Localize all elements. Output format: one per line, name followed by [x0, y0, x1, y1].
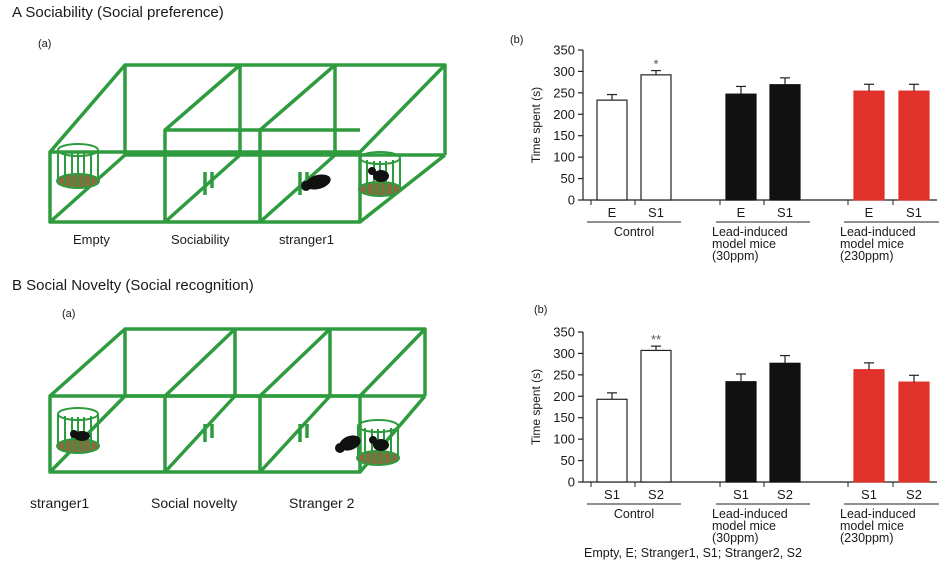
stranger2-cup-icon: [356, 419, 400, 466]
significance-marker: **: [651, 332, 661, 347]
bar: [640, 349, 672, 483]
bar-category-label: S2: [906, 487, 922, 502]
bar-category-label: E: [608, 205, 617, 220]
y-tick-label: 200: [553, 107, 575, 122]
bar-category-label: S1: [861, 487, 877, 502]
y-tick-label: 200: [553, 389, 575, 404]
abbreviation-footnote: Empty, E; Stranger1, S1; Stranger2, S2: [584, 546, 802, 560]
bar-category-label: S2: [777, 487, 793, 502]
y-tick-label: 350: [553, 43, 575, 58]
bar-category-label: S1: [648, 205, 664, 220]
y-tick-label: 50: [561, 171, 575, 186]
panel-a-chart-label: (b): [510, 34, 524, 46]
y-tick-label: 300: [553, 346, 575, 361]
y-axis-label: Time spent (s): [529, 87, 543, 163]
bar: [853, 90, 885, 201]
group-label: (30ppm): [712, 531, 759, 545]
group-label: (30ppm): [712, 249, 759, 263]
bar-category-label: S1: [777, 205, 793, 220]
bar: [898, 90, 930, 201]
y-tick-label: 250: [553, 85, 575, 100]
bar: [640, 74, 672, 201]
y-tick-label: 300: [553, 64, 575, 79]
bar-category-label: S1: [906, 205, 922, 220]
bar: [853, 369, 885, 483]
group-label: model mice: [712, 519, 776, 533]
group-label: model mice: [840, 519, 904, 533]
chamber-label-empty: Empty: [73, 232, 110, 247]
chamber-label-sociability: Sociability: [171, 232, 230, 247]
group-label: model mice: [712, 237, 776, 251]
panel-a-diagram-label: (a): [38, 38, 52, 50]
bar-category-label: S1: [604, 487, 620, 502]
chamber-label-social-novelty: Social novelty: [151, 495, 238, 511]
bar-category-label: S2: [648, 487, 664, 502]
y-tick-label: 100: [553, 432, 575, 447]
panel-a-cage-diagram: [48, 63, 447, 224]
significance-marker: *: [653, 57, 658, 72]
y-tick-label: 150: [553, 410, 575, 425]
bar: [898, 381, 930, 483]
y-tick-label: 0: [568, 193, 575, 208]
y-axis-label: Time spent (s): [529, 369, 543, 445]
mouse-icon: [335, 435, 361, 453]
y-tick-label: 250: [553, 367, 575, 382]
bar: [725, 381, 757, 483]
panel-a-title: A Sociability (Social preference): [12, 4, 224, 21]
panel-b-chart-label: (b): [534, 304, 548, 316]
caged-mouse-icon: [369, 436, 389, 451]
chamber-label-stranger2: Stranger 2: [289, 495, 355, 511]
group-label: Lead-induced: [840, 225, 916, 239]
bar-category-label: E: [737, 205, 746, 220]
group-label: Control: [614, 507, 654, 521]
y-tick-label: 100: [553, 150, 575, 165]
bar: [769, 362, 801, 483]
group-label: Lead-induced: [840, 507, 916, 521]
bar: [725, 93, 757, 201]
panel-b-cage-diagram: [48, 327, 427, 474]
group-label: Lead-induced: [712, 507, 788, 521]
bar: [596, 398, 628, 483]
y-tick-label: 150: [553, 128, 575, 143]
group-label: (230ppm): [840, 531, 894, 545]
group-label: Control: [614, 225, 654, 239]
mouse-icon: [301, 174, 331, 191]
empty-cup-icon: [56, 143, 100, 189]
panel-b-diagram-label: (a): [62, 308, 76, 320]
stranger-cup-icon: [358, 151, 402, 197]
bar-category-label: E: [865, 205, 874, 220]
y-tick-label: 50: [561, 453, 575, 468]
caged-mouse-icon: [70, 430, 90, 441]
group-label: (230ppm): [840, 249, 894, 263]
y-tick-label: 0: [568, 475, 575, 490]
group-label: Lead-induced: [712, 225, 788, 239]
y-tick-label: 350: [553, 325, 575, 340]
caged-mouse-icon: [368, 167, 389, 182]
chamber-label-stranger1: stranger1: [30, 495, 90, 511]
bar: [769, 84, 801, 201]
group-label: model mice: [840, 237, 904, 251]
panel-b-title: B Social Novelty (Social recognition): [12, 277, 254, 294]
bar-category-label: S1: [733, 487, 749, 502]
chamber-label-stranger1: stranger1: [279, 232, 334, 247]
